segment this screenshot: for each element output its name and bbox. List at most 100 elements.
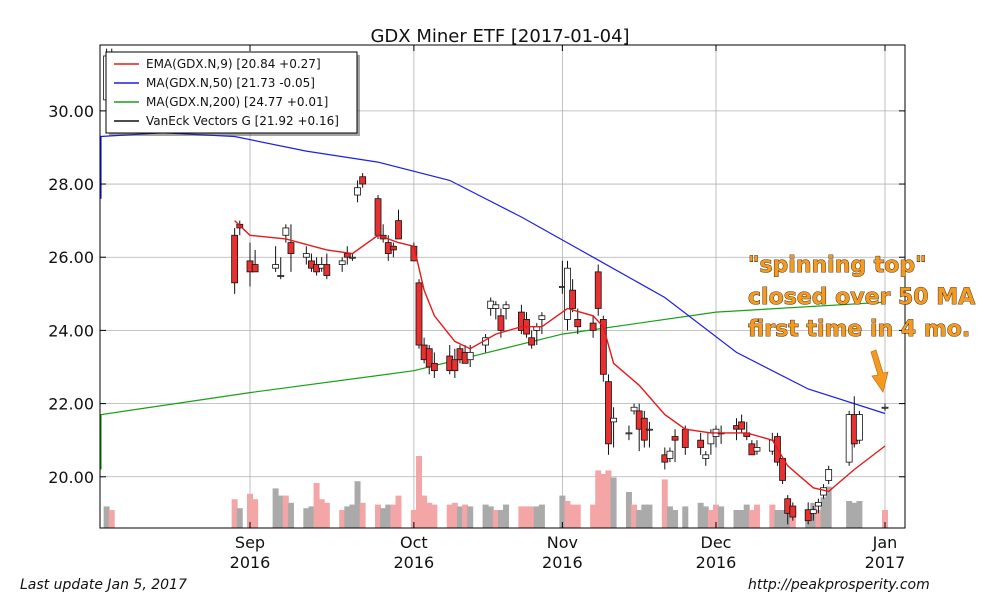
last-update-text: Last update Jan 5, 2017 <box>20 577 187 593</box>
candle-body <box>389 245 397 251</box>
volume-bar <box>451 502 458 528</box>
volume-bar <box>339 510 346 528</box>
candle-body <box>855 414 863 441</box>
candle-body <box>594 271 602 309</box>
volume-bar <box>641 504 648 528</box>
candle-body <box>697 439 705 448</box>
x-tick-year-label: 2016 <box>542 553 583 572</box>
volume-bar <box>815 510 822 528</box>
volume-bar <box>415 456 422 528</box>
candle-body <box>625 432 633 435</box>
candle-body <box>804 509 812 522</box>
volume-bar <box>503 504 510 528</box>
volume-bar <box>318 499 325 528</box>
candle-body <box>809 509 817 514</box>
x-tick-label: Dec <box>701 533 732 552</box>
volume-bar <box>820 497 827 528</box>
volume-bar <box>574 504 581 528</box>
volume-bar <box>774 510 781 528</box>
x-tick-label: Oct <box>400 533 428 552</box>
volume-bar <box>518 506 525 528</box>
volume-bar <box>410 510 417 528</box>
volume-bar <box>713 504 720 528</box>
candle-body <box>282 227 290 236</box>
candle-body <box>681 428 689 448</box>
volume-bars <box>103 456 888 528</box>
volume-bar <box>733 510 740 528</box>
volume-bar <box>272 488 279 528</box>
volume-bar <box>646 504 653 528</box>
volume-bar <box>487 506 494 528</box>
volume-bar <box>702 506 709 528</box>
candle-body <box>338 260 346 265</box>
candle-body <box>881 406 889 409</box>
candle-body <box>630 406 638 412</box>
volume-bar <box>303 508 310 528</box>
candle-body <box>589 322 597 331</box>
candle-body <box>502 304 510 309</box>
volume-bar <box>882 510 888 528</box>
volume-bar <box>247 493 253 528</box>
candle-body <box>738 421 746 430</box>
candle-body <box>574 319 582 328</box>
volume-bar <box>462 504 469 528</box>
source-url-text: http://peakprosperity.com <box>748 577 930 593</box>
candle-body <box>605 381 612 445</box>
volume-bar <box>282 495 289 528</box>
y-tick-label: 28.00 <box>48 175 94 194</box>
volume-bar <box>467 506 474 528</box>
volume-bar <box>497 510 504 528</box>
volume-bar <box>779 510 786 528</box>
candle-body <box>825 469 833 481</box>
candle-body <box>528 337 536 346</box>
volume-bar <box>636 510 643 528</box>
volume-bar <box>718 506 725 528</box>
plot-frame <box>99 44 906 529</box>
ma50-series <box>100 132 886 415</box>
legend-box <box>105 51 358 134</box>
candle-body <box>323 264 331 276</box>
candle-body <box>646 428 653 431</box>
volume-bar <box>528 506 535 528</box>
volume-bar <box>661 479 668 528</box>
volume-bar <box>846 501 853 528</box>
candle-body <box>466 351 474 361</box>
volume-bar <box>666 506 673 528</box>
x-tick-label: Jan <box>872 533 898 552</box>
volume-bar <box>313 483 320 528</box>
volume-bar <box>769 504 776 528</box>
volume-bar <box>856 501 863 528</box>
candle-body <box>415 282 423 346</box>
candle-body <box>666 450 674 459</box>
volume-bar <box>538 504 545 528</box>
candle-body <box>272 264 280 269</box>
candle-body <box>497 315 505 331</box>
candle-body <box>343 253 351 258</box>
x-tick-year-label: 2016 <box>696 553 737 572</box>
x-tick-label: Nov <box>547 533 578 552</box>
volume-bar <box>851 502 858 528</box>
volume-bar <box>825 486 832 528</box>
annotation: "spinning top" closed over 50 MA first tim… <box>748 253 976 393</box>
volume-bar <box>277 495 284 528</box>
volume-bar <box>446 504 453 528</box>
x-tick-year-label: 2017 <box>865 553 906 572</box>
candle-body <box>671 436 679 441</box>
volume-bar <box>682 506 689 528</box>
candle-body <box>287 242 295 254</box>
candle-body <box>538 315 546 320</box>
candle-body <box>610 417 617 423</box>
volume-bar <box>672 510 679 528</box>
legend-label: MA(GDX.N,50) [21.73 -0.05] <box>146 76 315 90</box>
volume-bar <box>354 481 361 528</box>
y-axis: 20.00 22.00 24.00 26.00 28.00 30.00 <box>48 102 905 487</box>
y-tick-label: 30.00 <box>48 102 94 121</box>
volume-bar <box>108 510 115 528</box>
volume-bar <box>426 502 433 528</box>
volume-bar <box>600 474 607 528</box>
candle-body <box>753 447 761 452</box>
volume-bar <box>421 495 428 528</box>
volume-bar <box>323 502 330 528</box>
candle-body <box>395 220 402 240</box>
candle-body <box>302 253 310 258</box>
